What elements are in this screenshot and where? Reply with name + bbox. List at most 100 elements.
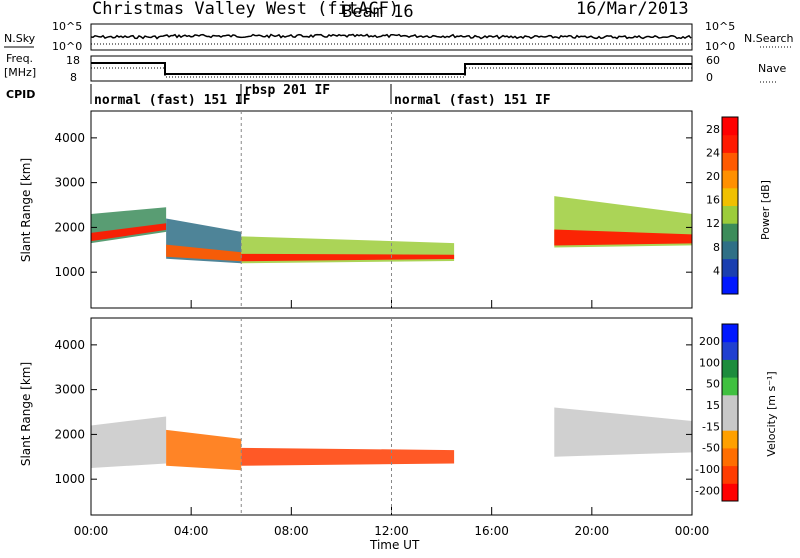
velocity-echo-bands [91, 407, 692, 471]
echo-band-2 [241, 447, 455, 466]
echo-band-core-0 [91, 223, 167, 242]
y-tick-label-2: 3000 [54, 176, 85, 190]
colorbar-tick-3: 15 [706, 399, 720, 412]
x-tick-label-6: 00:00 [675, 524, 710, 538]
velocity-ylabel: Slant Range [km] [19, 362, 33, 466]
colorbar-swatch-7 [722, 359, 738, 378]
power-colorbar: 4 8 12 16 20 24 28 [706, 116, 739, 295]
colorbar-swatch-0 [722, 483, 738, 502]
power-panel: 1000 2000 3000 4000 Slant Range [km] 4 8 12 16… [19, 110, 772, 309]
power-ylabel: Slant Range [km] [19, 158, 33, 262]
colorbar-tick-0: 200 [699, 335, 720, 348]
cpid-row: CPID normal (fast) 151 IF rbsp 201 IF no… [6, 83, 551, 108]
x-tick-label-5: 20:00 [575, 524, 610, 538]
x-tick-label-4: 16:00 [474, 524, 509, 538]
colorbar-swatch-7 [722, 152, 738, 171]
colorbar-tick-7: -200 [695, 484, 720, 497]
colorbar-swatch-8 [722, 341, 738, 360]
nsky-label: N.Sky [4, 32, 36, 45]
echo-band-1 [166, 429, 242, 471]
colorbar-swatch-1 [722, 465, 738, 484]
x-axis: 00:00 04:00 08:00 12:00 16:00 20:00 00:00 [74, 111, 710, 538]
colorbar-swatch-6 [722, 377, 738, 396]
noise-tick-top-left: 10^5 [52, 20, 82, 33]
noise-tick-top-right: 10^5 [705, 20, 735, 33]
echo-band-core-2 [241, 253, 455, 262]
freq-line [91, 62, 692, 75]
velocity-y-ticks: 1000 2000 3000 4000 [54, 338, 692, 486]
nave-label: Nave [758, 62, 786, 75]
colorbar-swatch-3 [722, 223, 738, 242]
y-tick-label-1: 2000 [54, 220, 85, 234]
echo-band-core-3 [554, 229, 692, 246]
x-tick-label-2: 08:00 [274, 524, 309, 538]
nsky-line [90, 33, 692, 40]
x-tick-label-0: 00:00 [74, 524, 109, 538]
station-title: Christmas Valley West (fitACF) [92, 0, 399, 19]
cpid-label: CPID [6, 88, 35, 101]
colorbar-swatch-2 [722, 240, 738, 260]
freq-tick-bottom: 8 [70, 71, 77, 84]
colorbar-swatch-3 [722, 430, 738, 449]
colorbar-tick-1: 8 [713, 241, 720, 254]
colorbar-swatch-1 [722, 258, 738, 277]
colorbar-tick-0: 4 [713, 264, 720, 277]
cpid-segment-2: rbsp 201 IF [244, 83, 330, 98]
colorbar-tick-5: 24 [706, 146, 720, 159]
y-tick-label-0: 1000 [54, 472, 85, 486]
freq-tick-top: 18 [66, 54, 80, 67]
x-tick-label-3: 12:00 [374, 524, 409, 538]
echo-band-0 [91, 416, 167, 468]
colorbar-tick-2: 12 [706, 217, 720, 230]
freq-label-2: [MHz] [4, 66, 36, 79]
colorbar-tick-6: 28 [706, 123, 720, 136]
y-tick-label-2: 3000 [54, 383, 85, 397]
colorbar-swatch-4 [722, 205, 738, 224]
nave-tick-bottom: 0 [706, 71, 713, 84]
echo-band-core-1 [166, 244, 242, 262]
colorbar-swatch-6 [722, 170, 738, 189]
colorbar-swatch-5 [722, 394, 738, 413]
freq-panel: Freq. [MHz] 18 8 60 0 Nave [4, 52, 786, 84]
echo-band-3 [554, 407, 692, 457]
noise-tick-bottom-left: 10^0 [52, 40, 82, 53]
nsearch-label: N.Search [744, 32, 794, 45]
cpid-segment-1: normal (fast) 151 IF [94, 93, 251, 108]
x-axis-label: Time UT [369, 538, 420, 552]
beam-label: Beam 16 [342, 2, 414, 22]
date-label: 16/Mar/2013 [576, 0, 689, 19]
colorbar-frame [721, 116, 739, 295]
noise-tick-bottom-right: 10^0 [705, 40, 735, 53]
power-colorbar-label: Power [dB] [759, 180, 772, 240]
y-tick-label-1: 2000 [54, 427, 85, 441]
velocity-colorbar: 200 100 50 15 -15 -50 -100 -200 [695, 323, 739, 502]
y-tick-label-0: 1000 [54, 265, 85, 279]
colorbar-tick-4: 20 [706, 170, 720, 183]
velocity-colorbar-label: Velocity [m s⁻¹] [765, 371, 778, 456]
colorbar-swatch-9 [722, 117, 738, 136]
power-y-ticks: 1000 2000 3000 4000 [54, 131, 692, 279]
freq-label-1: Freq. [6, 52, 33, 65]
y-tick-label-3: 4000 [54, 338, 85, 352]
power-echo-bands [91, 196, 692, 264]
colorbar-swatch-8 [722, 134, 738, 153]
cpid-segment-3: normal (fast) 151 IF [394, 93, 551, 108]
colorbar-swatch-0 [722, 276, 738, 295]
nave-tick-top: 60 [706, 54, 720, 67]
colorbar-tick-1: 100 [699, 356, 720, 369]
colorbar-swatch-5 [722, 187, 738, 206]
nave-line [91, 67, 692, 78]
velocity-panel: 1000 2000 3000 4000 Slant Range [km] 200 100… [19, 317, 778, 516]
colorbar-swatch-4 [722, 412, 738, 431]
colorbar-tick-4: -15 [702, 420, 720, 433]
colorbar-tick-5: -50 [702, 442, 720, 455]
noise-panel: N.Sky N.Search 10^5 10^0 10^5 10^0 [4, 20, 794, 53]
y-tick-label-3: 4000 [54, 131, 85, 145]
colorbar-swatch-9 [722, 324, 738, 343]
x-tick-label-1: 04:00 [174, 524, 209, 538]
colorbar-swatch-2 [722, 447, 738, 467]
colorbar-tick-2: 50 [706, 378, 720, 391]
colorbar-tick-6: -100 [695, 463, 720, 476]
